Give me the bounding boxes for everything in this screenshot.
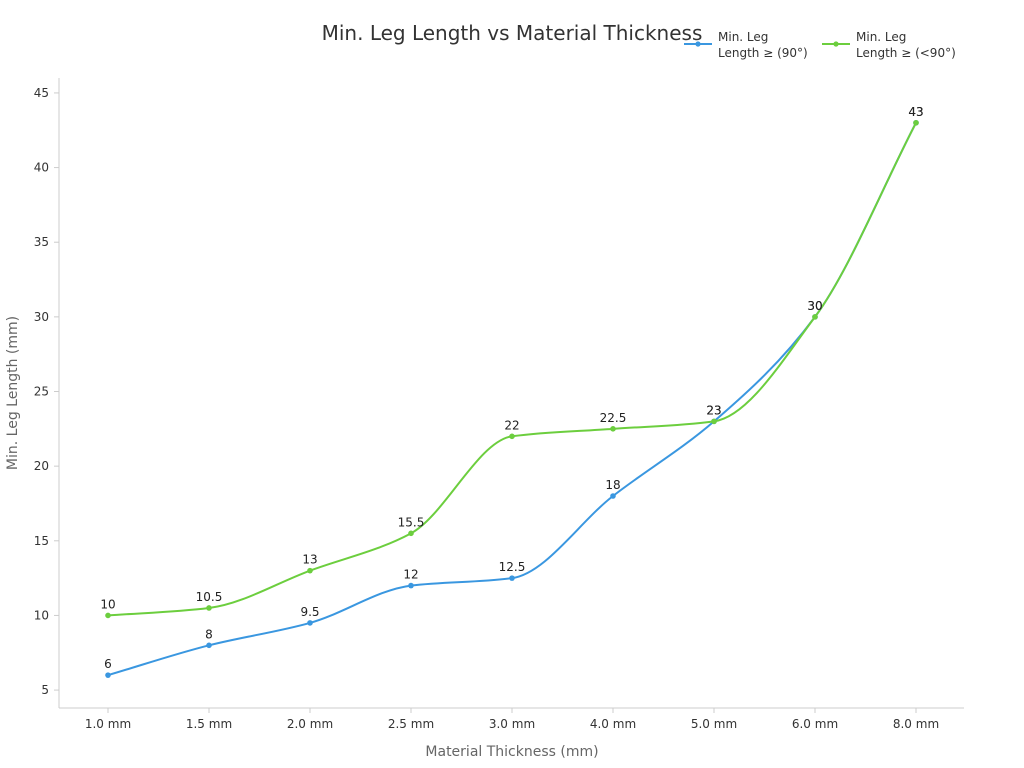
y-tick-label: 25 bbox=[34, 385, 49, 399]
series-1 bbox=[105, 119, 919, 678]
data-point[interactable] bbox=[509, 575, 515, 581]
data-point[interactable] bbox=[711, 418, 717, 425]
data-label: 8 bbox=[205, 627, 213, 641]
series-2 bbox=[105, 119, 919, 619]
legend-label: Min. Leg bbox=[856, 30, 906, 44]
data-point[interactable] bbox=[206, 642, 212, 649]
data-label: 30 bbox=[807, 299, 822, 313]
y-tick-label: 40 bbox=[34, 161, 49, 175]
x-tick-label: 4.0 mm bbox=[590, 717, 636, 731]
data-label: 15.5 bbox=[398, 515, 425, 529]
legend[interactable]: Min. Leg Length ≥ (90°) Min. Leg Length ≥ (… bbox=[684, 30, 956, 60]
data-labels: 689.51212.5182330431010.51315.52222.5233… bbox=[100, 105, 923, 671]
y-tick-label: 15 bbox=[34, 534, 49, 548]
axes: 5 10 15 20 25 30 35 40 45 1.0 mm 1.5 mm 2.0 mm 2.5 m… bbox=[34, 78, 964, 731]
chart-title: Min. Leg Length vs Material Thickness bbox=[322, 21, 703, 45]
data-label: 30 bbox=[807, 299, 822, 313]
data-label: 10 bbox=[100, 597, 115, 611]
data-point[interactable] bbox=[509, 433, 515, 440]
legend-label: Length ≥ (<90°) bbox=[856, 46, 956, 60]
data-point[interactable] bbox=[307, 567, 313, 574]
series-group bbox=[105, 119, 919, 678]
data-point[interactable] bbox=[105, 612, 111, 619]
y-tick-label: 30 bbox=[34, 310, 49, 324]
data-point[interactable] bbox=[408, 530, 414, 537]
data-label: 43 bbox=[908, 105, 923, 119]
y-tick-label: 5 bbox=[41, 683, 49, 697]
x-tick-label: 1.0 mm bbox=[85, 717, 131, 731]
data-label: 6 bbox=[104, 657, 112, 671]
data-point[interactable] bbox=[812, 314, 818, 320]
data-point[interactable] bbox=[408, 582, 414, 589]
series-line bbox=[107, 122, 917, 677]
x-tick-label: 2.5 mm bbox=[388, 717, 434, 731]
y-tick-label: 20 bbox=[34, 459, 49, 473]
data-label: 12.5 bbox=[499, 560, 526, 574]
y-tick-label: 10 bbox=[34, 608, 49, 622]
data-label: 12 bbox=[403, 568, 418, 582]
y-tick-label: 35 bbox=[34, 235, 49, 249]
y-axis-title: Min. Leg Length (mm) bbox=[5, 316, 21, 470]
data-label: 18 bbox=[605, 478, 620, 492]
legend-label: Min. Leg bbox=[718, 30, 768, 44]
data-point[interactable] bbox=[610, 493, 616, 499]
y-tick-label: 45 bbox=[34, 86, 49, 100]
legend-marker bbox=[833, 41, 839, 47]
data-point[interactable] bbox=[610, 426, 616, 432]
x-tick-label: 6.0 mm bbox=[792, 717, 838, 731]
legend-item-1[interactable]: Min. Leg Length ≥ (90°) bbox=[684, 30, 808, 60]
data-label: 22 bbox=[504, 418, 519, 432]
x-tick-label: 2.0 mm bbox=[287, 717, 333, 731]
data-point[interactable] bbox=[206, 605, 212, 611]
legend-label: Length ≥ (90°) bbox=[718, 46, 808, 60]
x-tick-label: 8.0 mm bbox=[893, 717, 939, 731]
data-label: 43 bbox=[908, 105, 923, 119]
legend-marker bbox=[695, 41, 701, 47]
data-point[interactable] bbox=[913, 119, 919, 126]
data-point[interactable] bbox=[105, 672, 111, 678]
data-label: 9.5 bbox=[300, 605, 319, 619]
data-label: 23 bbox=[706, 403, 721, 417]
data-label: 13 bbox=[302, 553, 317, 567]
series-line bbox=[107, 122, 917, 617]
legend-item-2[interactable]: Min. Leg Length ≥ (<90°) bbox=[822, 30, 956, 60]
x-axis-title: Material Thickness (mm) bbox=[425, 744, 598, 760]
x-tick-label: 1.5 mm bbox=[186, 717, 232, 731]
data-point[interactable] bbox=[307, 620, 313, 626]
data-label: 22.5 bbox=[600, 411, 627, 425]
data-label: 23 bbox=[706, 403, 721, 417]
data-label: 10.5 bbox=[196, 590, 223, 604]
x-tick-label: 3.0 mm bbox=[489, 717, 535, 731]
x-tick-label: 5.0 mm bbox=[691, 717, 737, 731]
